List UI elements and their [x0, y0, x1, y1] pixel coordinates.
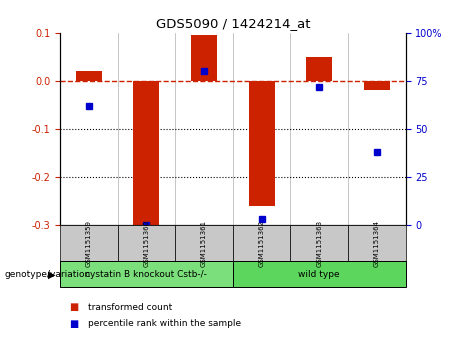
Text: GSM1151360: GSM1151360 [143, 220, 149, 267]
Text: cystatin B knockout Cstb-/-: cystatin B knockout Cstb-/- [85, 270, 207, 279]
Text: ■: ■ [69, 302, 78, 313]
Title: GDS5090 / 1424214_at: GDS5090 / 1424214_at [155, 17, 310, 30]
Text: percentile rank within the sample: percentile rank within the sample [88, 319, 241, 328]
Bar [364, 81, 390, 90]
Text: GSM1151362: GSM1151362 [259, 220, 265, 267]
Text: GSM1151361: GSM1151361 [201, 220, 207, 267]
Bar [133, 81, 160, 225]
Bar [306, 57, 332, 81]
Text: transformed count: transformed count [88, 303, 172, 312]
Bar [191, 35, 217, 81]
Text: GSM1151363: GSM1151363 [316, 220, 322, 267]
Text: wild type: wild type [298, 270, 340, 279]
Bar [76, 71, 102, 81]
Text: genotype/variation: genotype/variation [5, 270, 91, 279]
Text: ■: ■ [69, 319, 78, 329]
Bar [248, 81, 275, 206]
Text: GSM1151364: GSM1151364 [374, 220, 380, 267]
Text: GSM1151359: GSM1151359 [86, 220, 92, 267]
Text: ▶: ▶ [48, 269, 55, 280]
